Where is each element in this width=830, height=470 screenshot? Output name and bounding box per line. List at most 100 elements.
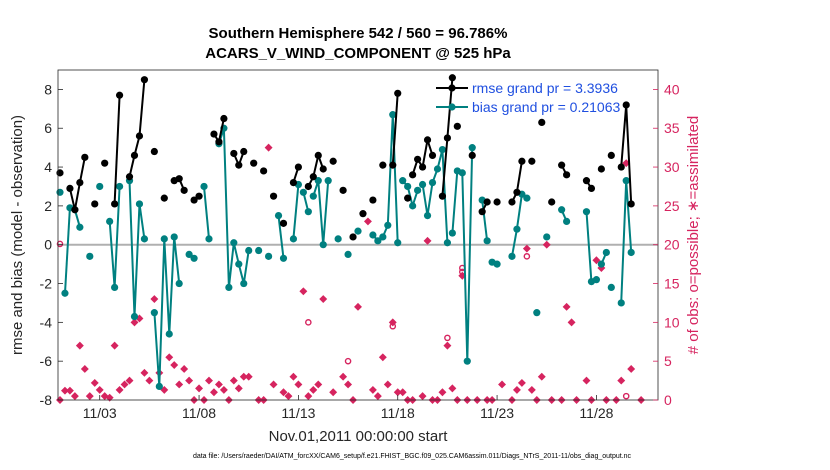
bias-line [312,180,330,245]
obs-assimilated-point [239,372,248,381]
bias-point [458,169,466,177]
obs-possible-point [622,392,630,400]
obs-assimilated-point [185,376,194,385]
bias-point [344,250,352,259]
bias-point [289,235,298,243]
bias-point [513,225,521,233]
rmse-point [190,196,198,204]
rmse-point [617,163,625,171]
obs-assimilated-point [284,392,293,401]
bias-point [394,239,402,247]
y-right-tick-label: 40 [664,81,680,97]
obs-assimilated-point [617,376,626,385]
bias-point [389,111,397,119]
obs-assimilated-point [229,376,238,385]
rmse-line [128,79,146,178]
bias-point [409,202,417,210]
rmse-point [111,200,119,208]
obs-assimilated-point [363,217,372,226]
y-right-tick-label: 5 [664,353,672,369]
bias-point [61,289,69,297]
obs-assimilated-point [205,376,213,385]
bias-point [245,246,253,255]
bias-point [185,250,193,259]
bias-point [205,235,213,243]
rmse-point [587,184,596,193]
bias-point [175,279,183,288]
y-left-tick-label: -8 [40,392,53,408]
obs-assimilated-point [269,380,278,389]
bias-line [203,186,210,239]
bias-point [354,227,362,235]
obs-assimilated-point [294,380,303,389]
bias-point [374,237,382,245]
bias-line [153,236,181,387]
bias-point [483,237,491,245]
bias-line [128,180,146,317]
legend: rmse grand pr = 3.3936 bias grand pr = 0… [436,80,620,115]
obs-assimilated-point [219,385,228,394]
bias-point [433,165,442,173]
rmse-line [307,151,325,187]
bias-point [111,283,119,292]
rmse-point [518,157,526,165]
rmse-point [558,161,566,169]
rmse-point [394,89,402,97]
rmse-point [115,91,124,99]
rmse-point [582,177,591,185]
rmse-point [423,136,432,144]
rmse-point [453,122,461,130]
rmse-point [443,134,452,142]
bias-point [508,252,516,260]
rmse-point [329,157,337,165]
obs-assimilated-point [279,388,288,397]
y-right-tick-label: 35 [664,120,680,136]
rmse-point [250,159,258,167]
bias-point [170,233,178,241]
rmse-point [597,165,605,173]
obs-assimilated-point [522,244,531,253]
rmse-point [483,198,491,206]
bias-point [235,260,243,268]
rmse-point [101,159,109,167]
bias-point [130,312,139,321]
obs-assimilated-point [438,388,447,397]
bias-point [200,182,208,191]
obs-possible-point [56,240,64,248]
obs-assimilated-point [448,384,457,393]
bias-point [324,177,332,185]
rmse-point [418,163,427,171]
bias-point [592,276,601,284]
legend-rmse-marker [448,84,456,92]
rmse-point [528,157,536,165]
rmse-point [319,165,327,173]
rmse-point [56,169,64,177]
rmse-point [240,147,248,156]
rmse-point [175,175,183,183]
bias-series-layer [56,111,635,391]
rmse-point [260,167,268,175]
obs-possible-point [344,357,352,365]
rmse-point [81,153,89,161]
bias-point [165,330,173,338]
rmse-point [369,196,377,204]
bias-point [190,254,198,262]
bias-point [369,231,377,239]
bias-point [468,144,476,152]
y-left-tick-label: 4 [44,159,52,175]
rmse-point [508,198,516,206]
bias-point [135,200,144,208]
rmse-point [150,147,158,156]
y-right-tick-label: 10 [664,314,680,330]
rmse-point [125,173,134,181]
rmse-point [210,130,218,138]
obs-assimilated-point [542,240,551,249]
rmse-point [160,194,168,202]
bias-point [617,299,625,307]
rmse-point [304,182,312,191]
y-right-tick-label: 30 [664,159,680,175]
bias-point [115,182,124,191]
y-right-tick-label: 15 [664,276,680,292]
rmse-point [448,74,456,82]
rmse-point [404,194,412,202]
